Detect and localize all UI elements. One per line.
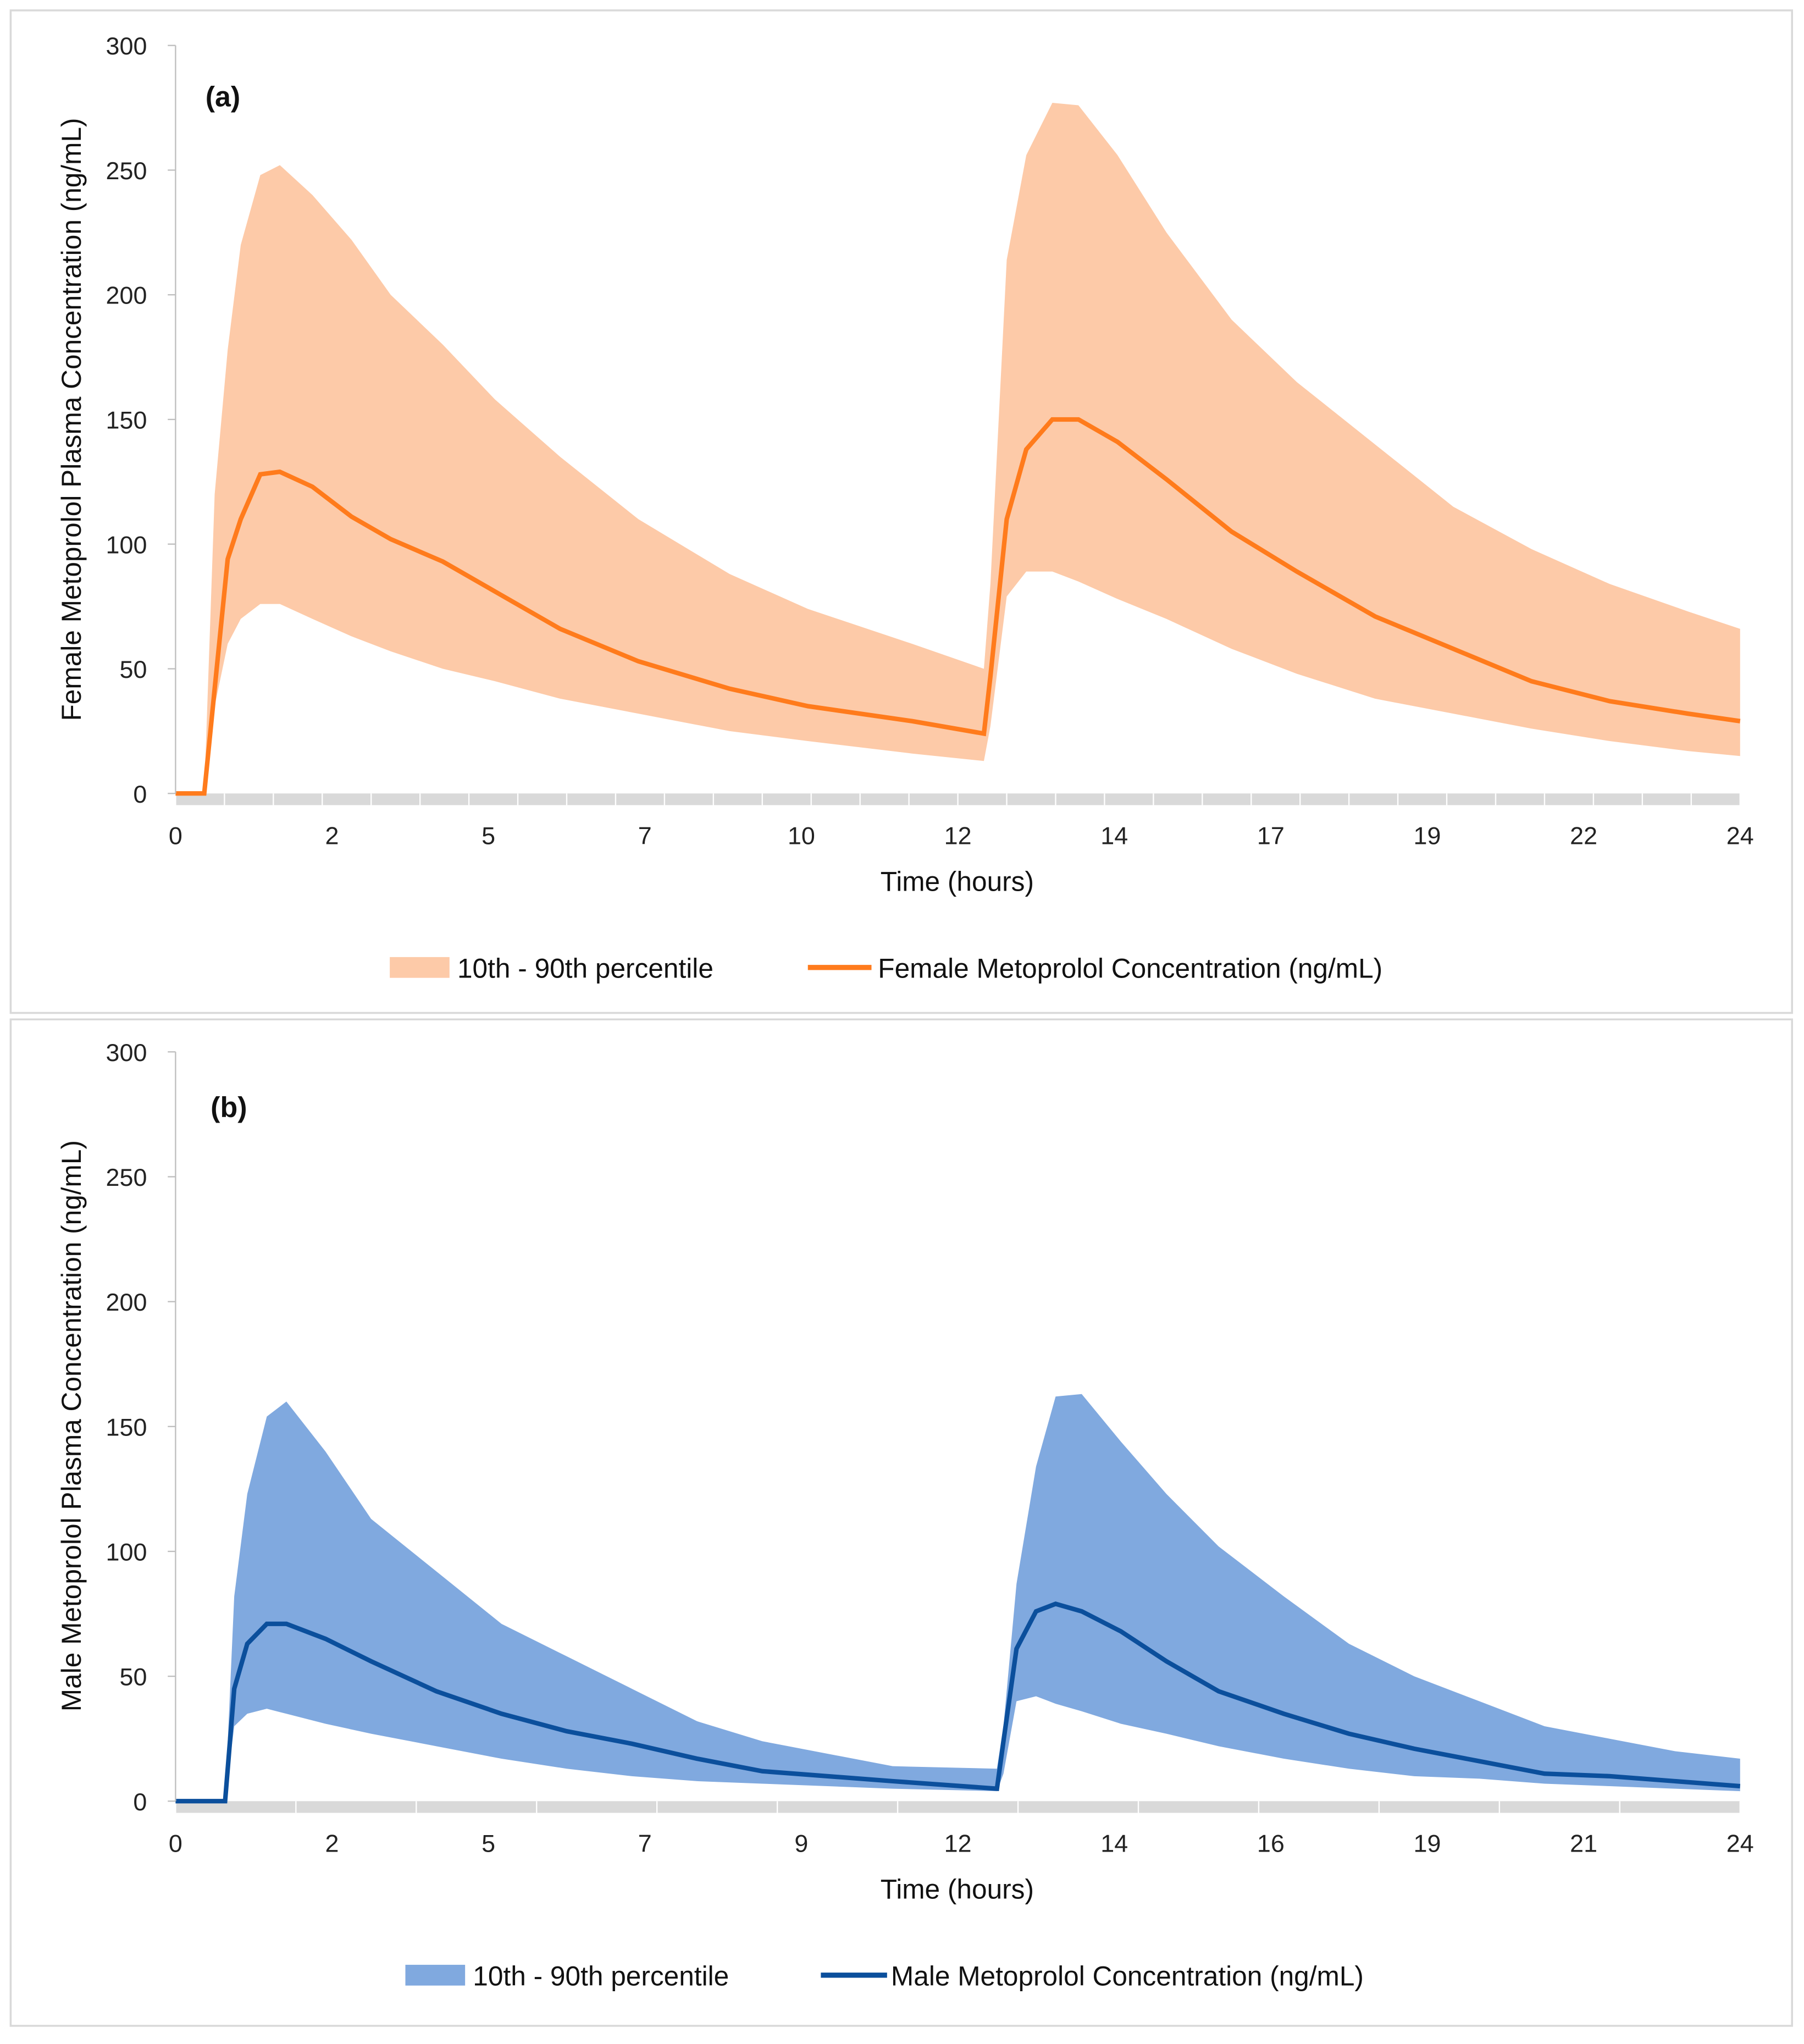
y-tick-label: 0 [133, 780, 147, 808]
panel-a-female: 0 50 100 150 200 250 300 0 2 5 7 10 12 14 17 19 22 24 (a… [9, 9, 1794, 1014]
x-tick-label: 9 [794, 1829, 808, 1857]
x-tick-label: 12 [944, 821, 972, 849]
y-tick-label: 250 [106, 157, 147, 185]
legend-swatch-band [390, 957, 450, 978]
y-tick-labels: 0 50 100 150 200 250 300 [106, 1038, 176, 1816]
y-tick-label: 100 [106, 1538, 147, 1566]
x-tick-labels: 0 2 5 7 10 12 14 17 19 22 24 [169, 821, 1754, 849]
percentile-band [175, 102, 1740, 794]
y-axis-title: Female Metoprolol Plasma Concentration (… [56, 118, 87, 721]
x-axis-line [175, 1801, 1740, 1813]
y-tick-label: 200 [106, 1288, 147, 1316]
x-tick-label: 19 [1414, 821, 1441, 849]
y-tick-label: 0 [133, 1788, 147, 1816]
x-tick-label: 17 [1257, 821, 1285, 849]
x-tick-labels: 0 2 5 7 9 12 14 16 19 21 24 [169, 1829, 1754, 1857]
legend-swatch-band [405, 1964, 466, 1986]
x-tick-label: 0 [169, 1829, 182, 1857]
legend-label-band: 10th - 90th percentile [457, 953, 713, 984]
x-axis-band [175, 793, 1741, 805]
x-tick-label: 14 [1100, 1829, 1128, 1857]
x-axis-title: Time (hours) [881, 1874, 1034, 1904]
x-tick-label: 21 [1570, 1829, 1597, 1857]
x-tick-label: 19 [1414, 1829, 1441, 1857]
y-tick-label: 50 [119, 655, 147, 683]
x-tick-label: 7 [638, 821, 652, 849]
x-tick-label: 24 [1726, 1829, 1754, 1857]
x-axis-title: Time (hours) [881, 866, 1034, 897]
x-tick-label: 0 [169, 821, 182, 849]
percentile-band [175, 1394, 1740, 1802]
y-tick-label: 150 [106, 406, 147, 434]
x-tick-label: 5 [482, 821, 495, 849]
y-tick-labels: 0 50 100 150 200 250 300 [106, 32, 176, 808]
y-axis-title: Male Metoprolol Plasma Concentration (ng… [56, 1140, 87, 1711]
y-tick-label: 50 [119, 1663, 147, 1691]
x-tick-label: 2 [325, 1829, 339, 1857]
y-tick-label: 250 [106, 1163, 147, 1191]
legend-label-line: Female Metoprolol Concentration (ng/mL) [878, 953, 1382, 984]
legend-label-line: Male Metoprolol Concentration (ng/mL) [891, 1961, 1364, 1992]
y-tick-label: 300 [106, 1038, 147, 1067]
x-tick-label: 2 [325, 821, 339, 849]
x-tick-label: 5 [482, 1829, 495, 1857]
y-tick-label: 150 [106, 1413, 147, 1441]
x-tick-label: 14 [1100, 821, 1128, 849]
x-tick-label: 12 [944, 1829, 972, 1857]
panel-label: (a) [206, 81, 240, 113]
panel-label: (b) [211, 1091, 247, 1123]
legend-label-band: 10th - 90th percentile [473, 1961, 729, 1992]
y-tick-label: 100 [106, 531, 147, 559]
median-line [175, 1601, 1741, 1804]
panel-b-male: 0 50 100 150 200 250 300 0 2 5 7 9 12 14 16 19 21 24 (b)… [9, 1018, 1794, 2027]
x-tick-label: 22 [1570, 821, 1597, 849]
y-tick-label: 300 [106, 32, 147, 60]
x-tick-label: 10 [788, 821, 815, 849]
x-tick-label: 7 [638, 1829, 652, 1857]
median-line [175, 417, 1741, 796]
y-tick-label: 200 [106, 281, 147, 310]
x-tick-label: 24 [1726, 821, 1754, 849]
x-axis-band [175, 1801, 1741, 1813]
x-tick-label: 16 [1257, 1829, 1285, 1857]
